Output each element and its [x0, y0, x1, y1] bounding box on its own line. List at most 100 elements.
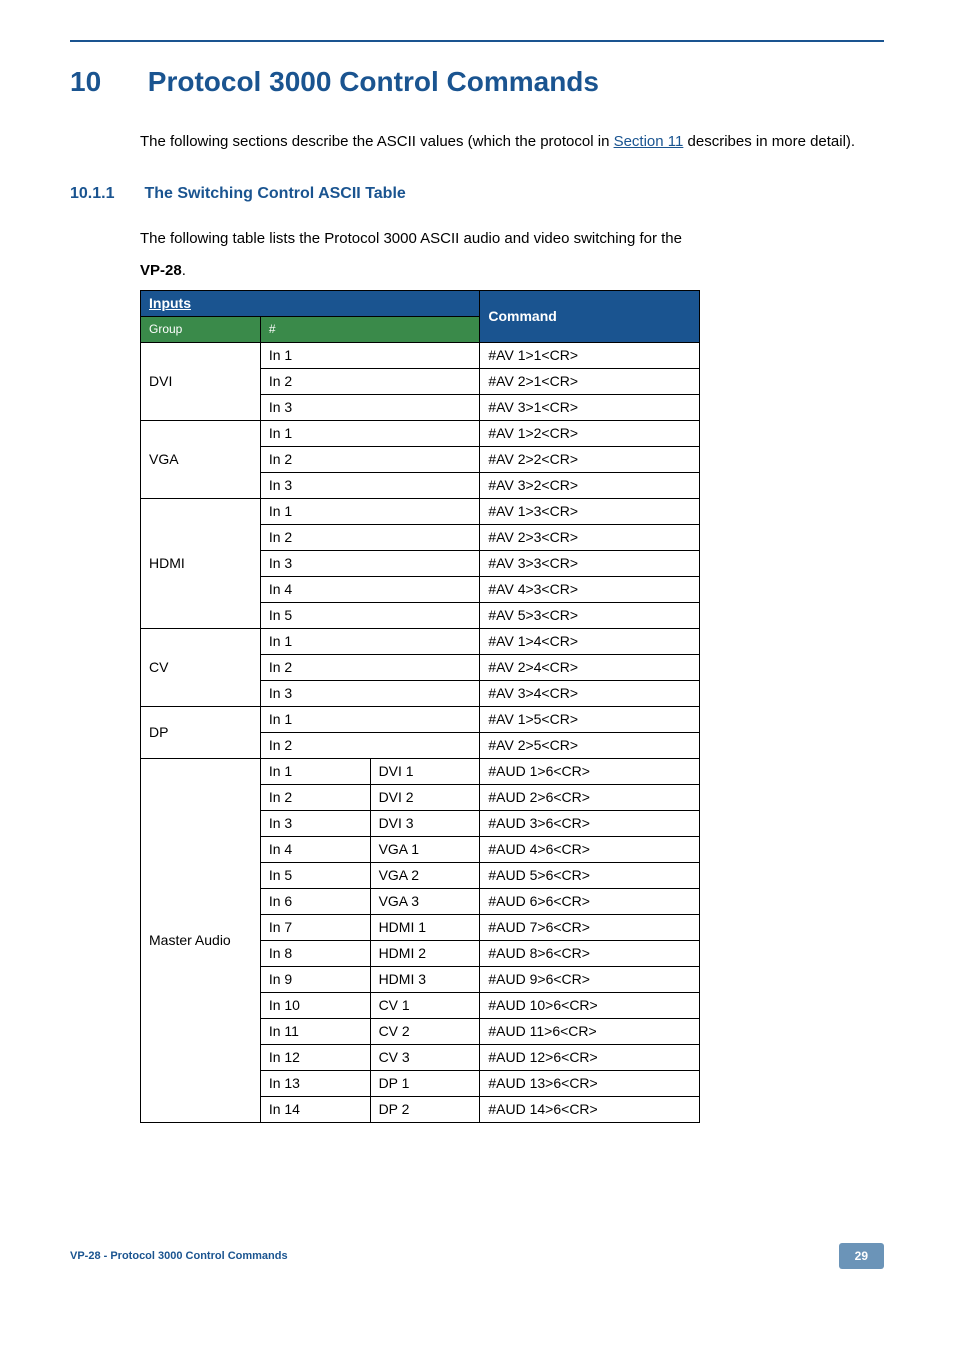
cell-input-sub: CV 1 [370, 992, 480, 1018]
cell-group: VGA [141, 420, 261, 498]
cell-group: DVI [141, 342, 261, 420]
cell-command: #AV 2>1<CR> [480, 368, 700, 394]
cell-input-num: In 7 [260, 914, 370, 940]
table-row: HDMIIn 1#AV 1>3<CR> [141, 498, 700, 524]
cell-command: #AV 4>3<CR> [480, 576, 700, 602]
cell-input-sub: VGA 2 [370, 862, 480, 888]
cell-input-sub: DVI 1 [370, 758, 480, 784]
cell-command: #AUD 1>6<CR> [480, 758, 700, 784]
command-table: Inputs Command Group # DVIIn 1#AV 1>1<CR… [140, 290, 700, 1123]
cell-command: #AUD 12>6<CR> [480, 1044, 700, 1070]
intro-post: describes in more detail). [683, 133, 855, 150]
intro-pre: The following sections describe the ASCI… [140, 133, 614, 150]
cell-command: #AUD 3>6<CR> [480, 810, 700, 836]
table-row: VGAIn 1#AV 1>2<CR> [141, 420, 700, 446]
table-header-row-1: Inputs Command [141, 290, 700, 316]
cell-command: #AV 2>3<CR> [480, 524, 700, 550]
cell-command: #AUD 8>6<CR> [480, 940, 700, 966]
table-body: DVIIn 1#AV 1>1<CR>In 2#AV 2>1<CR>In 3#AV… [141, 342, 700, 1122]
cell-command: #AUD 6>6<CR> [480, 888, 700, 914]
cell-input-num: In 3 [260, 550, 480, 576]
cell-group: DP [141, 706, 261, 758]
cell-input-num: In 1 [260, 706, 480, 732]
cell-input-sub: CV 3 [370, 1044, 480, 1070]
cell-input-num: In 1 [260, 758, 370, 784]
cell-input-num: In 8 [260, 940, 370, 966]
cell-command: #AV 2>2<CR> [480, 446, 700, 472]
cell-input-num: In 1 [260, 498, 480, 524]
cell-input-num: In 6 [260, 888, 370, 914]
cell-input-num: In 2 [260, 784, 370, 810]
cell-command: #AV 2>4<CR> [480, 654, 700, 680]
cell-command: #AV 1>1<CR> [480, 342, 700, 368]
cell-command: #AV 1>3<CR> [480, 498, 700, 524]
header-hash: # [260, 316, 480, 342]
cell-command: #AUD 13>6<CR> [480, 1070, 700, 1096]
cell-input-num: In 3 [260, 680, 480, 706]
cell-command: #AUD 7>6<CR> [480, 914, 700, 940]
cell-input-num: In 2 [260, 446, 480, 472]
subsection-heading: 10.1.1 The Switching Control ASCII Table [70, 185, 884, 203]
cell-input-num: In 9 [260, 966, 370, 992]
table-row: DPIn 1#AV 1>5<CR> [141, 706, 700, 732]
cell-input-num: In 3 [260, 472, 480, 498]
footer-page-number: 29 [839, 1243, 884, 1269]
table-intro-line1: The following table lists the Protocol 3… [140, 225, 884, 254]
cell-input-sub: DVI 3 [370, 810, 480, 836]
cell-input-num: In 3 [260, 810, 370, 836]
cell-command: #AUD 5>6<CR> [480, 862, 700, 888]
cell-input-sub: HDMI 2 [370, 940, 480, 966]
cell-input-num: In 5 [260, 602, 480, 628]
cell-input-num: In 2 [260, 732, 480, 758]
subsection-number: 10.1.1 [70, 185, 140, 203]
cell-input-sub: VGA 1 [370, 836, 480, 862]
cell-input-num: In 5 [260, 862, 370, 888]
footer-left-text: VP-28 - Protocol 3000 Control Commands [70, 1250, 288, 1262]
cell-input-sub: DP 2 [370, 1096, 480, 1122]
header-group: Group [141, 316, 261, 342]
cell-input-sub: DP 1 [370, 1070, 480, 1096]
device-name: VP-28 [140, 262, 182, 279]
cell-group: CV [141, 628, 261, 706]
cell-command: #AUD 2>6<CR> [480, 784, 700, 810]
cell-input-sub: VGA 3 [370, 888, 480, 914]
cell-input-num: In 1 [260, 342, 480, 368]
cell-input-num: In 2 [260, 654, 480, 680]
table-intro-line2: VP-28. [140, 257, 884, 286]
cell-input-num: In 1 [260, 628, 480, 654]
cell-input-sub: HDMI 3 [370, 966, 480, 992]
cell-input-num: In 2 [260, 524, 480, 550]
cell-command: #AV 5>3<CR> [480, 602, 700, 628]
section-link[interactable]: Section 11 [614, 133, 684, 150]
page-footer: VP-28 - Protocol 3000 Control Commands 2… [70, 1243, 884, 1269]
cell-command: #AV 3>3<CR> [480, 550, 700, 576]
section-title-text: Protocol 3000 Control Commands [148, 66, 599, 97]
subsection-title-text: The Switching Control ASCII Table [144, 185, 405, 202]
cell-command: #AV 3>2<CR> [480, 472, 700, 498]
cell-command: #AV 1>5<CR> [480, 706, 700, 732]
cell-input-num: In 14 [260, 1096, 370, 1122]
cell-command: #AUD 10>6<CR> [480, 992, 700, 1018]
cell-input-sub: DVI 2 [370, 784, 480, 810]
cell-input-num: In 3 [260, 394, 480, 420]
header-command: Command [480, 290, 700, 342]
header-inputs: Inputs [141, 290, 480, 316]
cell-input-sub: HDMI 1 [370, 914, 480, 940]
cell-input-num: In 11 [260, 1018, 370, 1044]
top-rule [70, 40, 884, 42]
cell-input-num: In 4 [260, 576, 480, 602]
intro-period: . [182, 262, 186, 279]
cell-command: #AV 1>2<CR> [480, 420, 700, 446]
table-row: Master AudioIn 1DVI 1#AUD 1>6<CR> [141, 758, 700, 784]
table-row: CVIn 1#AV 1>4<CR> [141, 628, 700, 654]
cell-command: #AV 1>4<CR> [480, 628, 700, 654]
cell-command: #AUD 14>6<CR> [480, 1096, 700, 1122]
cell-input-num: In 10 [260, 992, 370, 1018]
cell-group: HDMI [141, 498, 261, 628]
cell-command: #AUD 11>6<CR> [480, 1018, 700, 1044]
cell-command: #AV 3>4<CR> [480, 680, 700, 706]
cell-input-num: In 2 [260, 368, 480, 394]
section-heading: 10 Protocol 3000 Control Commands [70, 66, 884, 98]
section-intro: The following sections describe the ASCI… [140, 128, 884, 157]
cell-group: Master Audio [141, 758, 261, 1122]
